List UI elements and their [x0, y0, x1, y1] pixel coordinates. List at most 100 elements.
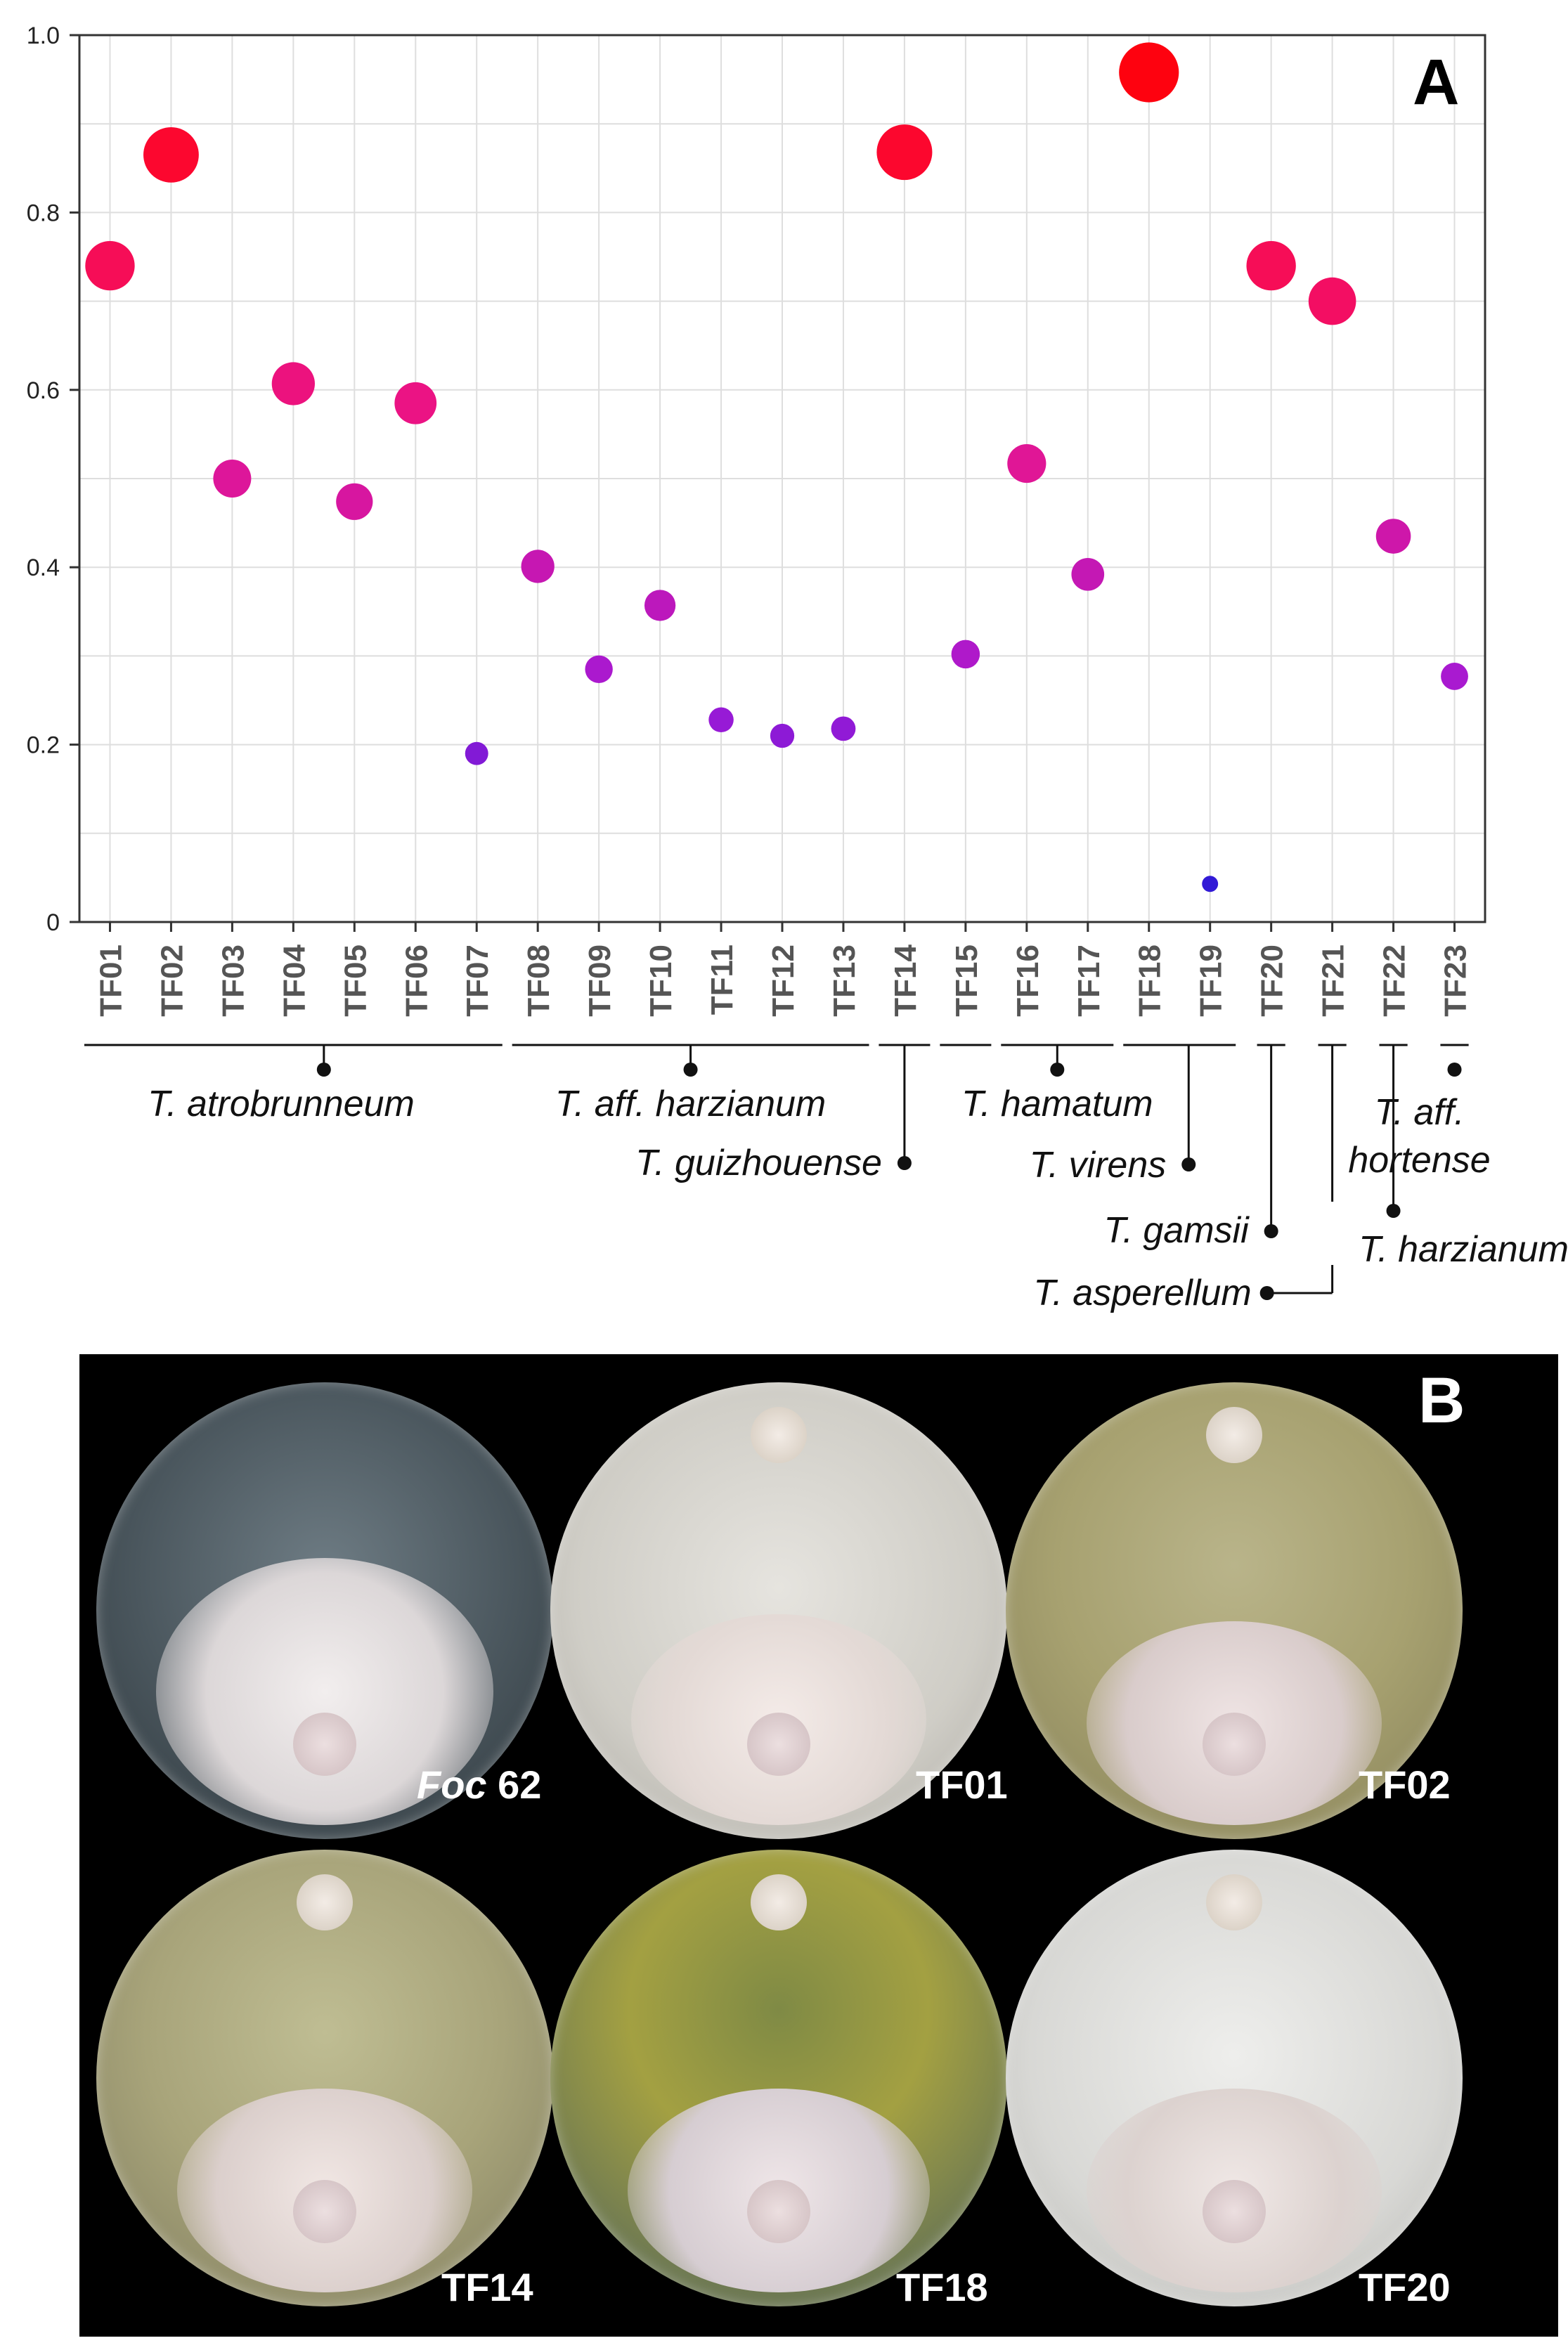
x-tick-label: TF05: [338, 944, 372, 1017]
plate-label-text: 62: [486, 1762, 542, 1807]
x-tick-label: TF11: [705, 944, 739, 1015]
petri-plate: [1006, 1850, 1463, 2306]
group-dot: [1447, 1063, 1462, 1077]
y-tick-label: 1.0: [27, 22, 60, 49]
data-point: [770, 723, 795, 748]
plate-label-text: TF02: [1359, 1762, 1451, 1807]
x-tick-label: TF04: [277, 944, 311, 1016]
x-tick-label: TF13: [827, 944, 862, 1017]
x-tick-label: TF09: [583, 944, 617, 1017]
species-label: T. aff. harzianum: [555, 1084, 826, 1124]
x-tick-label: TF08: [521, 944, 556, 1017]
panel-a-letter: A: [1413, 46, 1459, 118]
data-point: [1308, 277, 1356, 325]
data-point: [213, 460, 252, 498]
group-dot: [1259, 1286, 1274, 1300]
plate-label: TF02: [1359, 1762, 1451, 1807]
axes: [70, 34, 1486, 932]
species-label: hortense: [1348, 1140, 1490, 1181]
plate-label: TF14: [441, 2264, 533, 2310]
y-tick-label: 0: [46, 909, 60, 936]
plate-label: Foc 62: [417, 1762, 541, 1807]
plate-label-text: TF18: [896, 2265, 988, 2309]
plate-label: TF20: [1359, 2264, 1451, 2310]
x-tick-label: TF14: [888, 944, 923, 1016]
data-point: [465, 741, 488, 765]
plate-photo-panel: B Foc 62 TF01 TF02 TF14 TF18 TF20: [79, 1354, 1558, 2337]
petri-plate: [550, 1850, 1007, 2306]
x-tick-label: TF23: [1439, 944, 1473, 1017]
data-point: [644, 590, 676, 621]
data-points: [85, 42, 1468, 892]
data-point: [143, 126, 199, 183]
data-point: [831, 716, 856, 741]
x-tick-label: TF03: [216, 944, 250, 1017]
data-point: [951, 640, 980, 669]
trichoderma-inoculum: [751, 1874, 807, 1930]
group-dot: [316, 1063, 331, 1077]
plate-label-text: TF14: [441, 2265, 533, 2309]
x-tick-label: TF20: [1255, 944, 1290, 1017]
foc-colony: [156, 1558, 493, 1825]
species-label: T. guizhouense: [635, 1143, 882, 1183]
species-label: T. hamatum: [961, 1084, 1153, 1124]
data-point: [1441, 663, 1468, 690]
data-point: [394, 382, 437, 424]
plate-label-text: TF01: [916, 1762, 1008, 1807]
x-tick-label: TF22: [1378, 944, 1412, 1017]
x-tick-label: TF01: [93, 944, 128, 1017]
data-point: [708, 707, 734, 733]
x-tick-label: TF19: [1194, 944, 1229, 1017]
petri-plate: [1006, 1382, 1463, 1839]
data-point: [1071, 557, 1105, 591]
data-point: [336, 483, 373, 520]
x-tick-label: TF17: [1072, 944, 1106, 1017]
y-tick-labels: 0 0.2 0.4 0.6 0.8 1.0: [27, 22, 60, 936]
x-tick-label: TF06: [399, 944, 434, 1017]
y-tick-label: 0.4: [27, 554, 60, 581]
trichoderma-inoculum: [1206, 1874, 1262, 1930]
x-tick-label: TF10: [644, 944, 678, 1017]
petri-plate: [96, 1850, 553, 2306]
x-tick-label: TF12: [766, 944, 801, 1017]
species-label: T. virens: [1030, 1145, 1167, 1186]
x-tick-label: TF15: [950, 944, 984, 1017]
foc-inoculum-plug: [293, 2180, 356, 2243]
group-dot: [897, 1156, 912, 1170]
petri-plate: [550, 1382, 1007, 1839]
plate-label-text: TF20: [1359, 2265, 1451, 2309]
x-tick-labels: TF01 TF02 TF03 TF04 TF05 TF06 TF07 TF08 TF09 TF10…: [93, 944, 1472, 1016]
species-label: T. gamsii: [1103, 1210, 1250, 1251]
y-tick-label: 0.8: [27, 200, 60, 226]
data-point: [1375, 519, 1411, 554]
foc-inoculum-plug: [1203, 1713, 1266, 1776]
foc-inoculum-plug: [1203, 2180, 1266, 2243]
petri-plate: [96, 1382, 553, 1839]
y-tick-label: 0.6: [27, 377, 60, 404]
x-tick-label: TF18: [1133, 944, 1167, 1017]
data-point: [876, 124, 933, 181]
group-dot: [1264, 1224, 1278, 1238]
x-tick-label: TF07: [460, 944, 495, 1017]
species-groups: T. atrobrunneum T. aff. harzianum T. guizh…: [84, 1044, 1568, 1313]
species-label: T. asperellum: [1033, 1273, 1251, 1313]
y-tick-label: 0.2: [27, 732, 60, 759]
scatter-chart: TF01 TF02 TF03 TF04 TF05 TF06 TF07 TF08 TF09 TF10…: [27, 22, 1568, 1313]
panel-b-letter: B: [1418, 1365, 1465, 1436]
group-dot: [1181, 1157, 1196, 1171]
species-label: T. harzianum: [1359, 1229, 1568, 1270]
data-point: [1246, 240, 1296, 291]
group-dot: [683, 1063, 698, 1077]
group-dot: [1386, 1204, 1401, 1218]
group-dot: [1050, 1063, 1065, 1077]
plate-label: TF01: [916, 1762, 1008, 1807]
x-tick-label: TF21: [1316, 944, 1351, 1017]
species-label: T. aff.: [1374, 1092, 1464, 1133]
foc-inoculum-plug: [293, 1713, 356, 1776]
data-point: [85, 240, 135, 291]
plate-label-italic: Foc: [417, 1762, 487, 1807]
data-point: [1202, 876, 1219, 892]
foc-inoculum-plug: [747, 1713, 810, 1776]
trichoderma-inoculum: [751, 1407, 807, 1463]
data-point: [521, 550, 555, 583]
